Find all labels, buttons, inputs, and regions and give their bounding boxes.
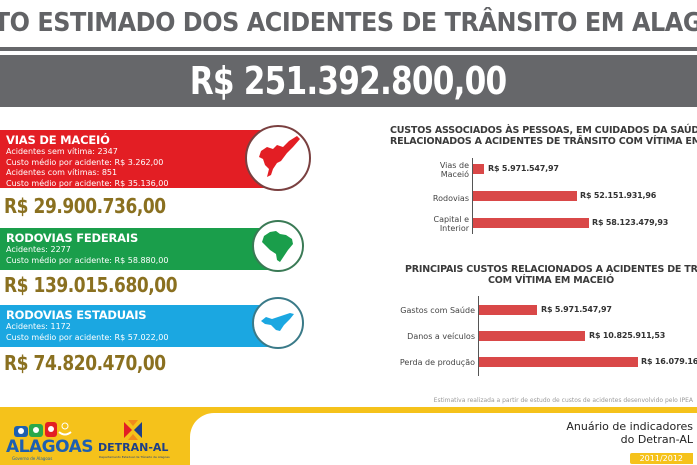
card-band: RODOVIAS FEDERAIS Acidentes: 2277 Custo … (0, 228, 272, 270)
card-stat: Custo médio por acidente: R$ 35.136,00 (6, 178, 169, 188)
card-stat: Acidentes: 1172 (6, 322, 71, 331)
total-cost-banner: R$ 251.392.800,00 (0, 55, 697, 107)
source-footnote: Estimativa realizada a partir de estudo … (433, 397, 693, 404)
brazil-map-icon (252, 220, 304, 272)
people-icon (14, 422, 72, 437)
yearbook-subtitle: do Detran-AL (620, 433, 693, 446)
card-band: RODOVIAS ESTADUAIS Acidentes: 1172 Custo… (0, 305, 272, 347)
detran-logo: DETRAN-AL Departamento Estadual de Trâns… (98, 420, 170, 462)
card-title: VIAS DE MACEIÓ (6, 133, 110, 147)
category-label: Rodovias (432, 194, 469, 203)
card-stat: Custo médio por acidente: R$ 58.880,00 (6, 255, 169, 265)
bar-value-label: R$ 52.151.931,96 (580, 191, 657, 200)
chart-axis (478, 296, 479, 376)
card-title: RODOVIAS ESTADUAIS (6, 308, 147, 322)
bar (473, 218, 589, 228)
bar (473, 164, 484, 174)
card-band: VIAS DE MACEIÓ Acidentes sem vítima: 234… (0, 130, 272, 188)
yearbook-label: Anuário de indicadores do Detran-AL 2011… (566, 420, 693, 465)
card-stat: Custo médio por acidente: R$ 57.022,00 (6, 332, 169, 342)
card-total-cost: R$ 74.820.470,00 (4, 351, 166, 375)
chart-axis (472, 158, 473, 234)
bar-value-label: R$ 16.079.163,43 (641, 357, 697, 366)
bar-value-label: R$ 5.971.547,97 (541, 305, 612, 314)
bar-value-label: R$ 10.825.911,53 (589, 331, 666, 340)
card-stat: Acidentes com vítimas: 851 (6, 168, 118, 177)
bar (473, 191, 577, 201)
card-total-cost: R$ 29.900.736,00 (4, 194, 166, 218)
bar-value-label: R$ 5.971.547,97 (488, 164, 559, 173)
category-label: Vias de Maceió (439, 161, 469, 179)
bar (479, 331, 585, 341)
category-label: Capital e Interior (433, 215, 469, 233)
yearbook-years-badge: 2011/2012 (629, 453, 693, 464)
card-stat: Custo médio por acidente: R$ 3.262,00 (6, 157, 164, 167)
card-total-cost: R$ 139.015.680,00 (4, 273, 178, 297)
card-title: RODOVIAS FEDERAIS (6, 231, 139, 245)
bar (479, 357, 638, 367)
card-stat: Acidentes: 2277 (6, 245, 71, 254)
bar-value-label: R$ 58.123.479,93 (592, 218, 669, 227)
footer-panel (190, 413, 697, 465)
category-label: Gastos com Saúde (400, 306, 475, 315)
detran-emblem-icon (124, 420, 142, 440)
chart-title: PRINCIPAIS CUSTOS RELACIONADOS A ACIDENT… (405, 264, 697, 286)
alagoas-map-icon (252, 297, 304, 349)
alagoas-government-logo: ALAGOAS Governo de Alagoas (6, 420, 94, 462)
total-cost-value: R$ 251.392.800,00 (190, 59, 507, 103)
chart-title: CUSTOS ASSOCIADOS ÀS PESSOAS, EM CUIDADO… (390, 125, 697, 147)
card-rodovias-federais: RODOVIAS FEDERAIS Acidentes: 2277 Custo … (0, 220, 304, 297)
yearbook-title: Anuário de indicadores (566, 420, 693, 433)
maceio-map-icon (245, 125, 311, 191)
bar (479, 305, 537, 315)
card-stat: Acidentes sem vítima: 2347 (6, 147, 118, 156)
title-divider (0, 47, 697, 51)
card-vias-maceio: VIAS DE MACEIÓ Acidentes sem vítima: 234… (0, 125, 311, 218)
category-label: Danos a veículos (407, 332, 475, 341)
card-rodovias-estaduais: RODOVIAS ESTADUAIS Acidentes: 1172 Custo… (0, 297, 304, 375)
page-title: CUSTO ESTIMADO DOS ACIDENTES DE TRÂNSITO… (0, 8, 697, 38)
category-label: Perda de produção (399, 358, 475, 367)
